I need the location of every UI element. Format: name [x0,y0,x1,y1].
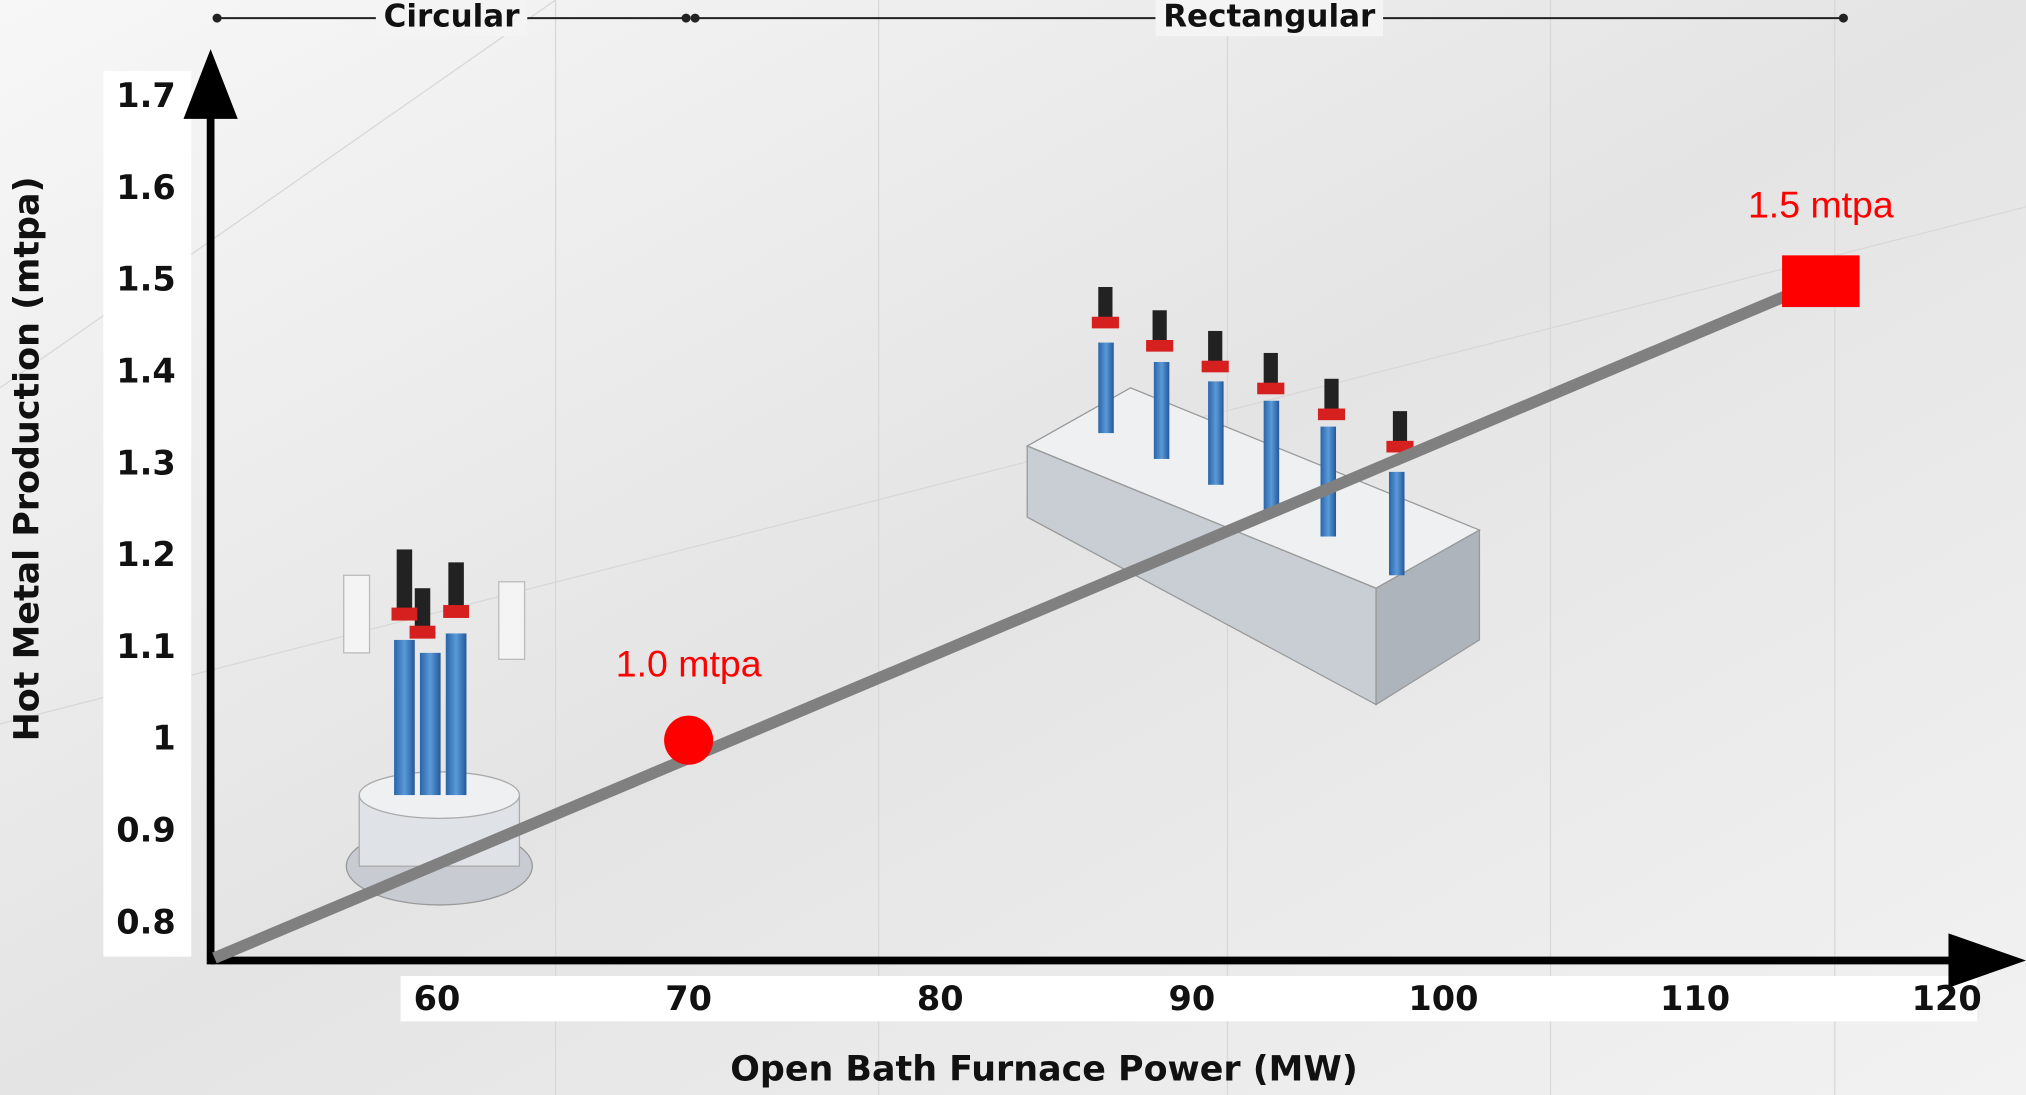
y-tick-label: 0.9 [116,811,175,850]
rectangular-furnace-illustration [1025,287,1481,706]
y-tick-label: 1.7 [116,76,175,115]
y-tick-label: 1 [152,719,175,758]
region-end [690,13,700,23]
region-label-bg [1155,0,1384,37]
data-point [664,715,714,765]
x-tick-label: 80 [917,979,964,1018]
y-tick-label: 1.4 [116,352,175,391]
x-tick-label: 60 [414,979,461,1018]
axes [183,49,2026,988]
data-label: 1.0 mtpa [616,642,762,684]
plot: 0.8 0.9 1 1.1 1.2 1.3 1.4 1.5 1.6 1.7 60 70 80 90 100 1… [116,0,1982,1018]
circular-furnace-illustration [343,549,533,906]
y-tick-panel [103,71,192,957]
x-tick-label: 70 [665,979,712,1018]
y-tick-label: 1.1 [116,627,175,666]
region-end [212,13,222,23]
region-label-bg [375,0,528,37]
x-tick-label: 90 [1168,979,1215,1018]
x-axis-title: Open Bath Furnace Power (MW) [730,1049,1358,1089]
y-tick-label: 1.6 [116,168,175,207]
data-label: 1.5 mtpa [1748,183,1894,225]
y-axis-arrow [183,49,238,119]
data-point [1782,255,1860,308]
y-axis-title: Hot Metal Production (mtpa) [7,176,47,741]
x-tick-label: 100 [1408,979,1478,1018]
x-tick-label: 110 [1660,979,1730,1018]
y-tick-label: 1.2 [116,535,175,574]
y-tick-label: 1.3 [116,443,175,482]
trend-line [212,275,1824,964]
x-tick-panel [400,976,1977,1022]
y-tick-label: 0.8 [116,902,175,941]
y-tick-label: 1.5 [116,260,175,299]
x-tick-label: 120 [1912,979,1982,1018]
x-axis-arrow [1948,933,2026,988]
region-label: Circular [384,0,521,35]
region-end [681,13,691,23]
region-label: Rectangular [1163,0,1376,35]
region-end [1838,13,1848,23]
